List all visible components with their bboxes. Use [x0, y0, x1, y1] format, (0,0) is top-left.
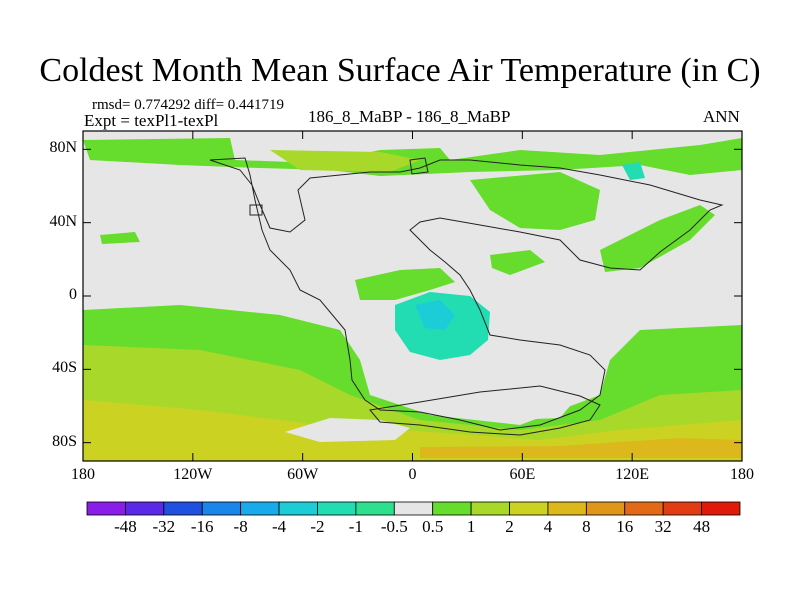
colorbar-label: 8: [582, 517, 591, 536]
axis-ticks: [82, 131, 743, 461]
center-label: 186_8_MaBP - 186_8_MaBP: [308, 107, 511, 126]
colorbar-swatch: [317, 501, 357, 516]
x-tick-label: 120E: [615, 466, 650, 483]
colorbar-label: -16: [190, 517, 214, 536]
colorbar-swatch: [662, 501, 702, 516]
field-central: [490, 250, 545, 275]
field-southern-orange: [420, 438, 742, 458]
colorbar-label: 1: [466, 517, 476, 536]
colorbar-label: 4: [543, 517, 553, 536]
stats-line: rmsd= 0.774292 diff= 0.441719: [92, 97, 285, 113]
anomaly-fields: [83, 138, 742, 461]
coastline-small-north: [409, 157, 429, 175]
colorbar-label: -48: [114, 517, 137, 536]
colorbar-swatch: [509, 501, 549, 516]
colorbar-label: -2: [310, 517, 325, 536]
colorbar-label: 16: [616, 517, 634, 536]
field-arctic-cyan: [622, 162, 645, 180]
y-tick-label: 80S: [52, 432, 77, 450]
y-tick-label: 40S: [52, 359, 77, 377]
coastline-small-west: [249, 204, 263, 216]
expt-line: Expt = texPl1-texPl: [84, 111, 219, 130]
field-antarctic-neutral-2: [480, 384, 575, 420]
colorbar-swatch: [701, 501, 741, 516]
coastline-pangaea: [209, 157, 724, 431]
colorbar: [86, 501, 741, 516]
colorbar-label: 0.5: [422, 517, 444, 536]
coastlines: [209, 157, 724, 436]
colorbar-swatch: [585, 501, 626, 516]
colorbar-label: -0.5: [380, 517, 408, 536]
colorbar-label: 2: [505, 517, 514, 536]
colorbar-swatch: [278, 501, 318, 516]
y-tick-label: 80N: [49, 139, 77, 157]
colorbar-label: -32: [152, 517, 176, 536]
x-tick-label: 180: [71, 466, 95, 483]
field-asia: [470, 172, 600, 230]
x-tick-label: 0: [408, 466, 417, 483]
colorbar-swatch: [163, 501, 203, 516]
colorbar-swatch: [355, 501, 395, 516]
y-tick-label: 0: [69, 286, 77, 303]
x-tick-label: 180: [730, 466, 754, 483]
colorbar-swatch: [432, 501, 472, 516]
colorbar-swatch: [470, 501, 510, 516]
field-tropical-cooler: [415, 300, 455, 330]
colorbar-swatch: [624, 501, 664, 516]
colorbar-swatch: [125, 501, 165, 516]
y-tick-label: 40N: [49, 212, 77, 230]
x-tick-label: 60E: [509, 466, 536, 483]
colorbar-swatch: [201, 501, 242, 516]
x-tick-label: 60W: [287, 466, 319, 483]
colorbar-swatch: [240, 501, 280, 516]
colorbar-label: -4: [271, 517, 287, 536]
season-label: ANN: [703, 107, 740, 126]
x-tick-label: 120W: [173, 466, 213, 483]
field-green-belt: [355, 268, 455, 300]
field-small-west: [100, 232, 140, 244]
colorbar-label: 48: [693, 517, 711, 536]
field-arctic-yellow: [270, 150, 420, 172]
colorbar-label: -1: [348, 517, 363, 536]
colorbar-swatch: [547, 501, 587, 516]
colorbar-label: 32: [654, 517, 672, 536]
field-antarctic-neutral: [285, 418, 410, 442]
chart-title: Coldest Month Mean Surface Air Temperatu…: [39, 52, 761, 89]
colorbar-label: -8: [233, 517, 248, 536]
coastline-antarctic-inner: [369, 385, 601, 436]
field-east-asia: [600, 205, 715, 272]
colorbar-swatch: [86, 501, 126, 516]
colorbar-swatch: [393, 501, 434, 516]
